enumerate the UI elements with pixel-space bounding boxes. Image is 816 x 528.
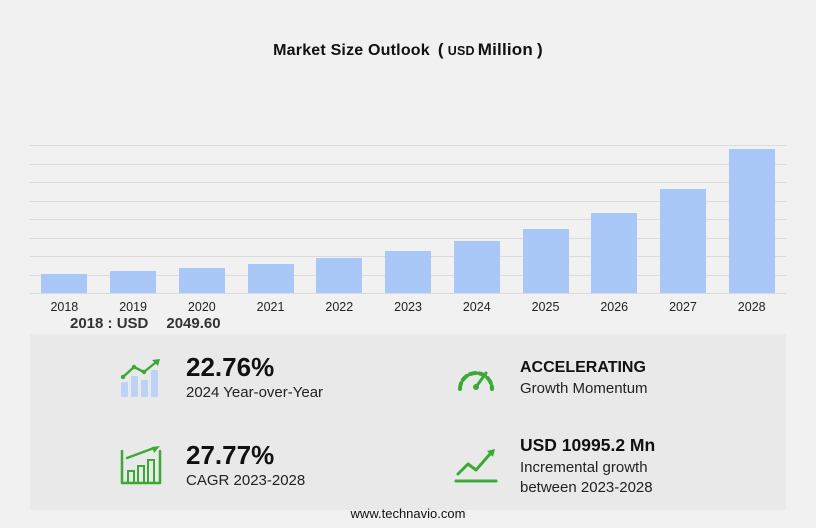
gridline — [30, 163, 786, 165]
bar-column — [305, 145, 374, 293]
chart-xlabels: 2018 2019 2020 2021 2022 2023 2024 2025 2026 2027… — [30, 300, 786, 314]
bar-2018 — [41, 274, 88, 293]
gridline — [30, 219, 786, 220]
cagr-value: 27.77% — [186, 439, 275, 470]
bar-column — [717, 145, 786, 293]
cagr-label: CAGR 2023-2028 — [186, 472, 306, 490]
chart-caption: 2018 : USD 2049.60 — [70, 315, 221, 332]
bar-2019 — [110, 271, 157, 293]
x-tick-label: 2027 — [669, 300, 697, 314]
bar-2023 — [385, 250, 432, 293]
bar-chart-trend-icon — [118, 357, 166, 399]
bar-column — [236, 145, 305, 293]
x-tick-label: 2026 — [600, 300, 629, 314]
bar-2028 — [728, 149, 775, 293]
bar-2022 — [316, 258, 363, 293]
caption-label: 2018 : USD — [70, 315, 149, 332]
bar-2020 — [178, 267, 225, 293]
footer-url: www.technavio.com — [350, 506, 466, 521]
x-tick-label: 2024 — [462, 300, 491, 314]
gridline — [30, 293, 786, 294]
bar-column — [167, 145, 236, 293]
bar-column — [374, 145, 443, 293]
bar-2027 — [659, 188, 706, 293]
bar-column — [99, 145, 168, 293]
x-tick-label: 2020 — [187, 300, 216, 314]
yoy-value: 22.76% — [186, 351, 275, 382]
stat-cagr: 27.77% CAGR 2023-2028 — [30, 422, 408, 510]
bar-column — [649, 145, 718, 293]
stat-incremental: USD 10995.2 Mn Incremental growth betwee… — [408, 422, 786, 510]
title-unit: (USD Million) — [437, 40, 543, 59]
gridline — [30, 237, 786, 239]
chart-bars — [30, 145, 786, 293]
x-tick-label: 2018 — [50, 300, 79, 314]
stat-yoy: 22.76% 2024 Year-over-Year — [30, 334, 408, 422]
x-tick-label: 2025 — [531, 300, 560, 314]
bar-2025 — [522, 228, 569, 293]
bar-2024 — [453, 241, 500, 293]
stats-panel: 22.76% 2024 Year-over-Year ACCELERATING … — [30, 334, 786, 510]
x-tick-label: 2028 — [737, 300, 766, 314]
bar-2021 — [247, 263, 294, 293]
stat-momentum: ACCELERATING Growth Momentum — [408, 334, 786, 422]
yoy-label: 2024 Year-over-Year — [186, 384, 324, 402]
x-tick-label: 2019 — [119, 300, 147, 314]
chart-plot — [30, 145, 786, 294]
bar-2026 — [591, 212, 638, 293]
x-tick-label: 2021 — [256, 300, 285, 314]
growth-bars-icon — [118, 445, 166, 487]
bar-column — [511, 145, 580, 293]
trend-arrow-icon — [452, 448, 500, 484]
gridline — [30, 200, 786, 202]
market-size-bar-chart: 2018 2019 2020 2021 2022 2023 2024 2025 2026 2027… — [30, 145, 786, 314]
incremental-line1: Incremental growth — [520, 458, 648, 476]
momentum-title: ACCELERATING — [520, 358, 646, 376]
title-unit-name: Million — [477, 40, 533, 59]
incremental-line2: between 2023-2028 — [520, 478, 653, 496]
bar-column — [442, 145, 511, 293]
bar-column — [30, 145, 99, 293]
speedometer-icon — [452, 360, 500, 396]
x-tick-label: 2022 — [325, 300, 354, 314]
title-main: Market Size Outlook — [273, 42, 430, 59]
momentum-label: Growth Momentum — [520, 379, 648, 397]
x-tick-label: 2023 — [394, 300, 422, 314]
page-title: Market Size Outlook (USD Million) — [0, 40, 816, 60]
gridline — [30, 182, 786, 183]
title-unit-currency: USD — [447, 44, 475, 58]
gridline — [30, 145, 786, 146]
incremental-value: USD 10995.2 Mn — [520, 434, 656, 455]
caption-value: 2049.60 — [166, 315, 221, 332]
bar-column — [580, 145, 649, 293]
